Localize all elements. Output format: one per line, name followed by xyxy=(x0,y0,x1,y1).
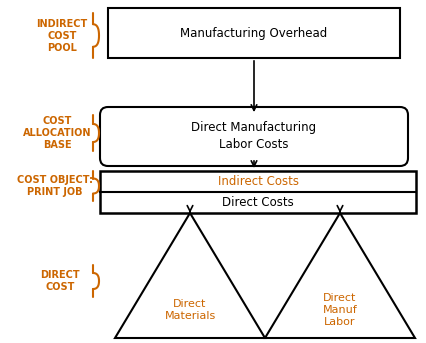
Polygon shape xyxy=(265,213,415,338)
FancyBboxPatch shape xyxy=(108,8,400,58)
FancyBboxPatch shape xyxy=(100,107,408,166)
Text: Direct
Manuf
Labor: Direct Manuf Labor xyxy=(322,293,357,328)
Text: COST OBJECT:
PRINT JOB: COST OBJECT: PRINT JOB xyxy=(17,175,93,197)
Polygon shape xyxy=(115,213,265,338)
Text: DIRECT
COST: DIRECT COST xyxy=(40,270,80,292)
Text: Direct
Materials: Direct Materials xyxy=(164,299,216,321)
FancyBboxPatch shape xyxy=(100,171,416,213)
Text: Direct Costs: Direct Costs xyxy=(222,196,294,209)
Text: Manufacturing Overhead: Manufacturing Overhead xyxy=(180,26,328,39)
Text: COST
ALLOCATION
BASE: COST ALLOCATION BASE xyxy=(23,116,91,150)
Text: INDIRECT
COST
POOL: INDIRECT COST POOL xyxy=(36,19,88,54)
Text: Direct Manufacturing
Labor Costs: Direct Manufacturing Labor Costs xyxy=(191,121,317,152)
Text: Indirect Costs: Indirect Costs xyxy=(218,175,299,188)
